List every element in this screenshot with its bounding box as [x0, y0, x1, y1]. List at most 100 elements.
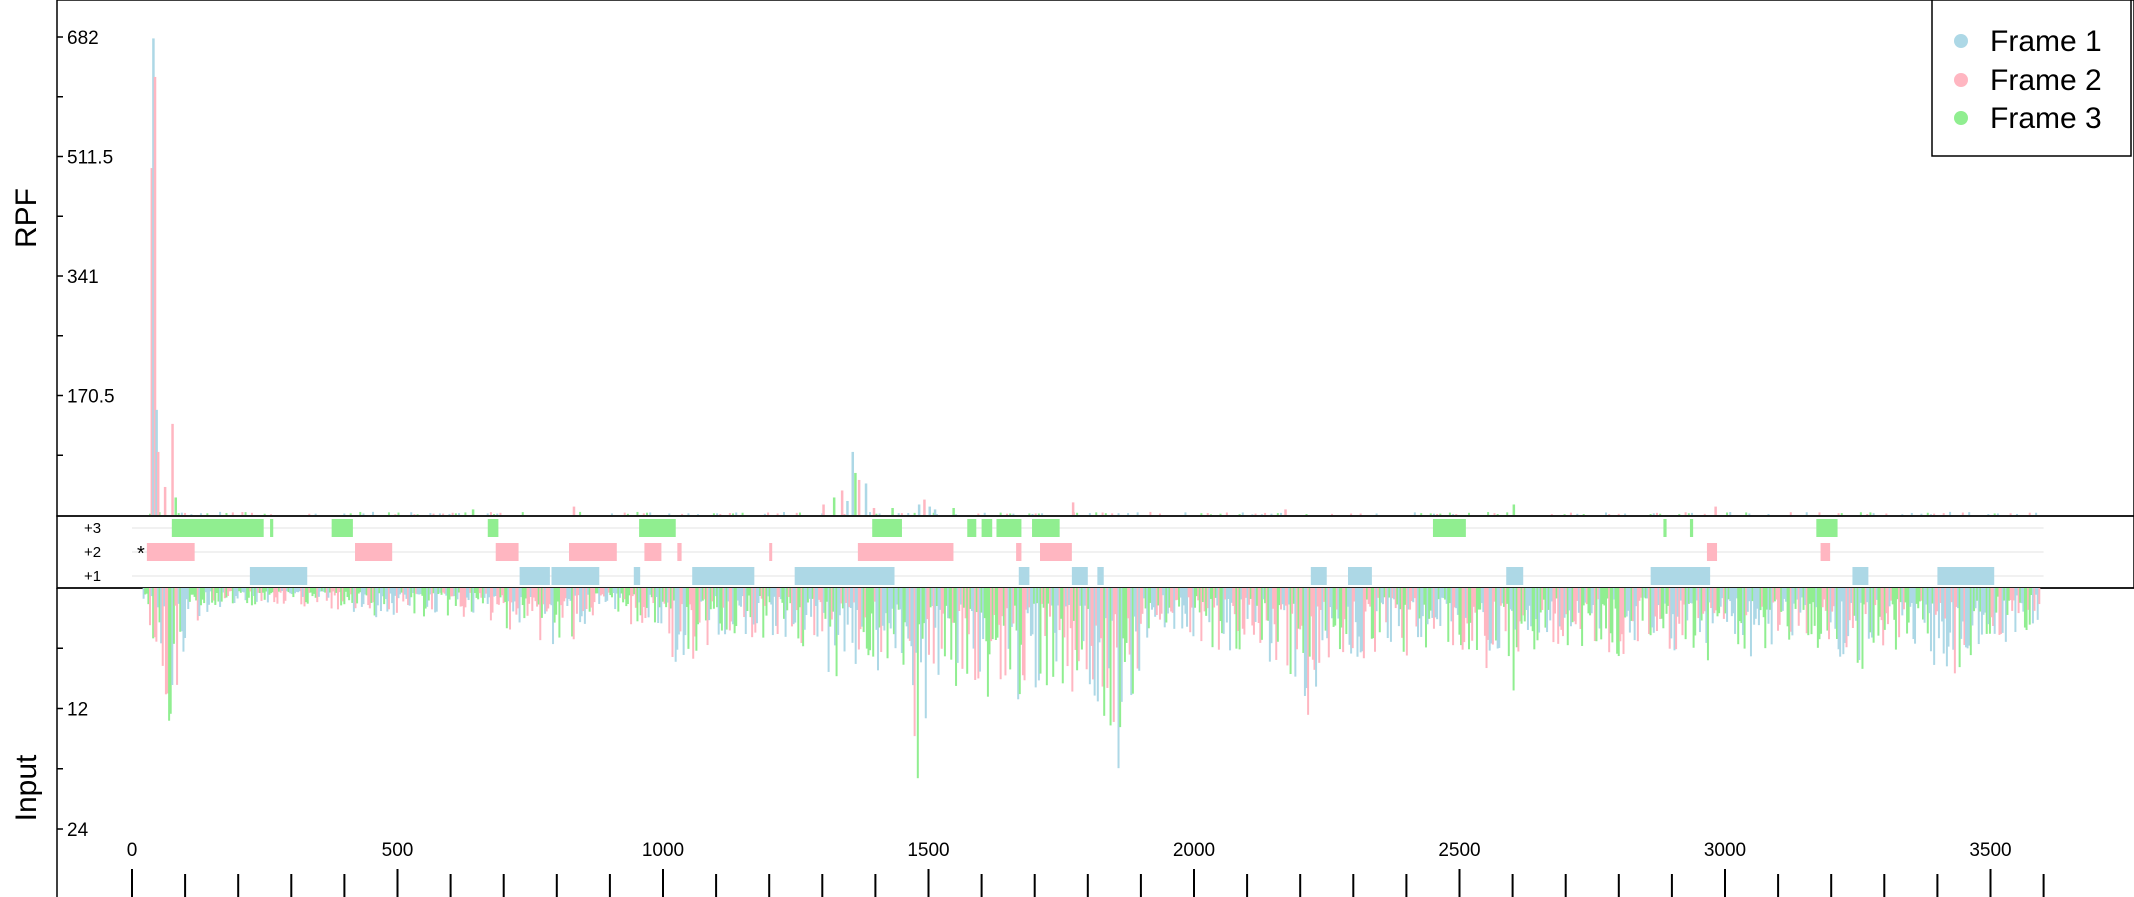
rpf-bar: [314, 513, 317, 515]
input-bar: [789, 588, 792, 604]
input-bar: [1069, 588, 1072, 629]
input-bar: [787, 588, 790, 597]
rpf-bar: [499, 512, 502, 515]
input-bar: [1076, 588, 1079, 671]
input-bar: [602, 588, 605, 597]
rpf-bar: [1789, 512, 1792, 515]
input-bar: [563, 588, 566, 602]
input-bar: [182, 588, 185, 652]
input-bar: [708, 588, 711, 621]
input-bar: [947, 588, 950, 619]
input-bar: [185, 588, 188, 600]
input-bar: [1826, 588, 1829, 631]
input-bar: [395, 588, 398, 613]
input-axis-title: Input: [10, 754, 43, 821]
input-bar: [1923, 588, 1926, 623]
input-bar: [1831, 588, 1834, 612]
input-bar: [1434, 588, 1437, 618]
input-bar: [223, 588, 226, 599]
input-bar: [827, 588, 830, 672]
input-bar: [424, 588, 427, 609]
input-bar: [176, 588, 179, 685]
input-bar: [464, 588, 467, 608]
rpf-bar: [1652, 513, 1655, 515]
input-bar: [564, 588, 567, 599]
input-bar: [1280, 588, 1283, 610]
input-bar: [330, 588, 333, 609]
input-bar: [1103, 588, 1106, 716]
input-bar: [1498, 588, 1501, 648]
input-bar: [1409, 588, 1412, 610]
input-bar: [1616, 588, 1619, 654]
rpf-bar: [1805, 512, 1808, 515]
input-bar: [152, 588, 155, 639]
input-bar: [1475, 588, 1478, 650]
x-tick-label: 2000: [1173, 840, 1215, 861]
input-bar: [375, 588, 378, 618]
input-bar: [1386, 588, 1389, 639]
input-bar: [1055, 588, 1058, 662]
input-bar: [1394, 588, 1397, 609]
input-bar: [1206, 588, 1209, 609]
input-bar: [1222, 588, 1225, 634]
input-bar: [247, 588, 250, 598]
input-bar: [1794, 588, 1797, 609]
rpf-bar: [626, 513, 629, 515]
input-bar: [1542, 588, 1545, 600]
input-bar: [2028, 588, 2031, 625]
input-bar: [986, 588, 989, 697]
input-bar: [2006, 588, 2009, 615]
input-bar: [1345, 588, 1348, 635]
input-bar: [923, 588, 926, 624]
input-bar: [1174, 588, 1177, 601]
input-bar: [1995, 588, 1998, 613]
input-bar: [255, 588, 258, 602]
input-bar: [1415, 588, 1418, 627]
input-bar: [507, 588, 510, 602]
rpf-bar: [636, 511, 639, 515]
input-bar: [1010, 588, 1013, 627]
input-bar: [1582, 588, 1585, 606]
input-bar: [1960, 588, 1963, 639]
input-bar: [1006, 588, 1009, 609]
input-bar: [1154, 588, 1157, 617]
input-bar: [1780, 588, 1783, 612]
input-bar: [403, 588, 406, 595]
input-bar: [1061, 588, 1064, 684]
input-bar: [784, 588, 787, 637]
input-bar: [1980, 588, 1983, 635]
input-bar: [684, 588, 687, 636]
input-bar: [1550, 588, 1553, 602]
rpf-bar: [1432, 513, 1435, 515]
input-bar: [1866, 588, 1869, 603]
input-bar: [1632, 588, 1635, 622]
input-bar: [180, 588, 183, 632]
orf-segment: [331, 519, 353, 537]
input-bar: [1095, 588, 1098, 626]
input-bar: [1179, 588, 1182, 598]
input-bar: [1577, 588, 1580, 613]
input-bar: [1530, 588, 1533, 627]
input-bar: [725, 588, 728, 630]
input-bar: [1735, 588, 1738, 599]
orf-segment: [1820, 543, 1831, 561]
input-bar: [567, 588, 570, 599]
input-bar: [1950, 588, 1953, 603]
rpf-bar: [1996, 513, 1999, 515]
input-bar: [738, 588, 741, 606]
rpf-bar: [1076, 512, 1079, 515]
input-bar: [1684, 588, 1687, 640]
input-bar: [763, 588, 766, 606]
input-bar: [1366, 588, 1369, 600]
input-bar: [458, 588, 461, 593]
input-bar: [1770, 588, 1773, 645]
rpf-bar: [1659, 513, 1662, 515]
input-bar: [598, 588, 601, 604]
input-bar: [615, 588, 618, 594]
rpf-bar: [767, 512, 770, 515]
input-bar: [818, 588, 821, 600]
input-bar: [199, 588, 202, 606]
input-bar: [1002, 588, 1005, 626]
input-bar: [254, 588, 257, 605]
input-bar: [225, 588, 228, 598]
